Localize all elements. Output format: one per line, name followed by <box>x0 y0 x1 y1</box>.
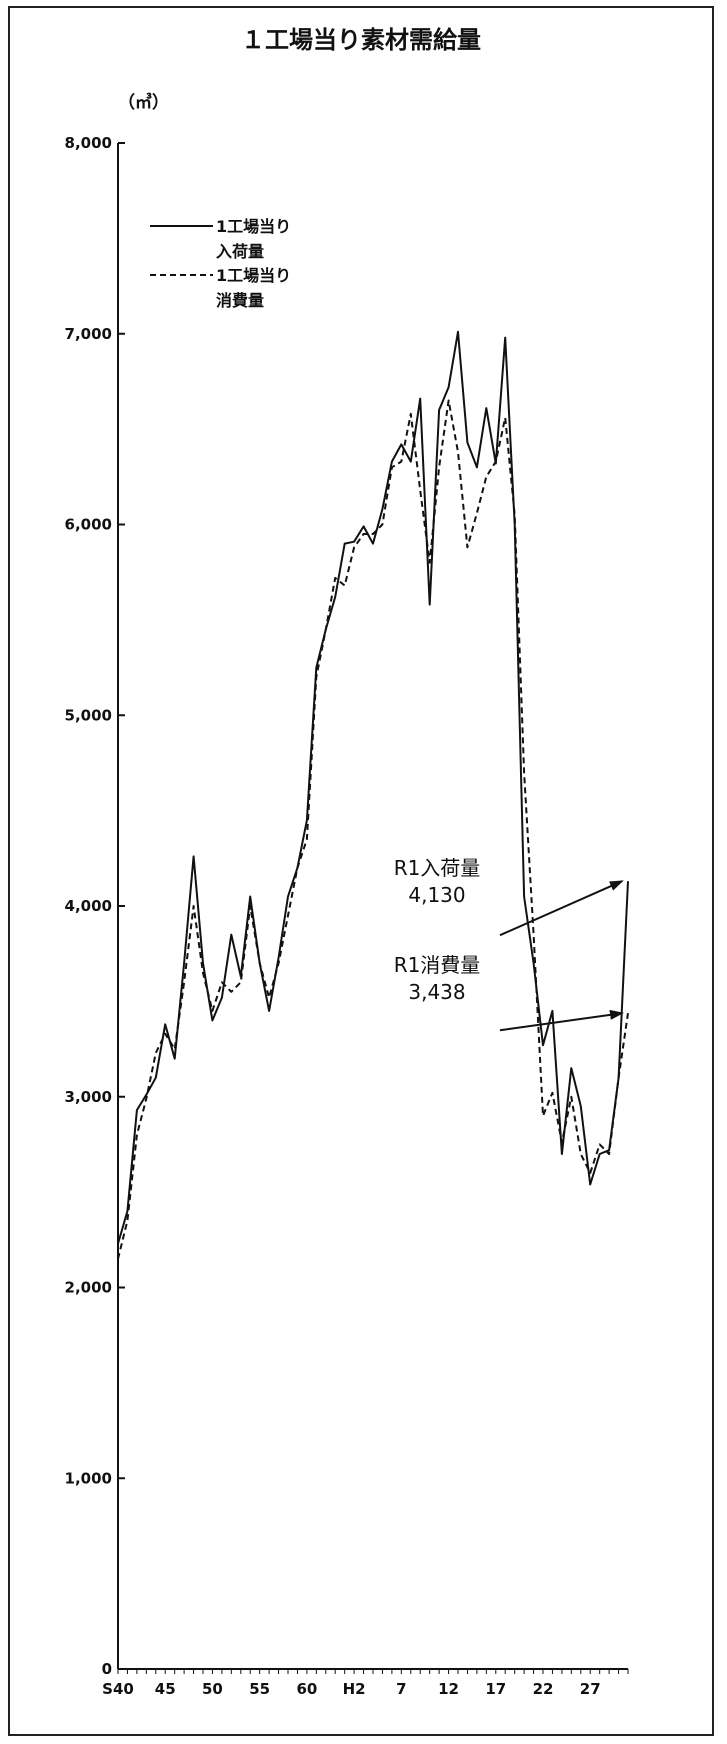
x-tick-label: S40 <box>102 1680 134 1698</box>
x-tick-label: 7 <box>396 1680 406 1698</box>
legend-label-consumption-line2: 消費量 <box>216 291 264 310</box>
x-tick-label: 55 <box>249 1680 270 1698</box>
y-tick-label: 4,000 <box>65 897 112 915</box>
annotation-inbound-label: R1入荷量 <box>394 856 481 880</box>
y-axis-unit: （㎥） <box>118 92 169 113</box>
annotation-inbound-value: 4,130 <box>408 883 465 907</box>
annotations: R1入荷量 4,130 R1消費量 3,438 <box>394 856 624 1032</box>
chart-title: １工場当り素材需給量 <box>241 26 481 54</box>
legend: 1工場当り 入荷量 1工場当り 消費量 <box>150 217 291 310</box>
x-tick-label: 27 <box>580 1680 601 1698</box>
line-chart: １工場当り素材需給量 （㎥） 0 1,000 2,000 3,000 4,000 5,00… <box>65 26 629 1698</box>
y-tick-label: 7,000 <box>65 325 112 343</box>
legend-label-inbound-line1: 1工場当り <box>216 217 291 236</box>
chart-frame: １工場当り素材需給量 （㎥） 0 1,000 2,000 3,000 4,000 5,00… <box>8 6 714 1736</box>
series-line-inbound <box>117 330 629 1244</box>
x-tick-label: 50 <box>202 1680 223 1698</box>
x-tick-label: H2 <box>343 1680 366 1698</box>
x-tick-label: 60 <box>296 1680 317 1698</box>
x-tick-label: 12 <box>438 1680 459 1698</box>
y-tick-label: 1,000 <box>65 1469 112 1487</box>
annotation-consumption-value: 3,438 <box>408 980 465 1004</box>
series-lines <box>117 330 629 1260</box>
annotation-consumption-arrow <box>499 1009 624 1032</box>
annotation-inbound-arrow <box>499 880 624 937</box>
legend-label-consumption-line1: 1工場当り <box>216 266 291 285</box>
y-tick-label: 5,000 <box>65 706 112 724</box>
series-line-consumption <box>117 399 629 1260</box>
x-tick-label: 45 <box>155 1680 176 1698</box>
y-tick-label: 6,000 <box>65 516 112 534</box>
x-axis-ticks: S40 45 50 55 60 H2 7 12 17 22 27 <box>102 1669 629 1698</box>
y-tick-label: 0 <box>102 1660 112 1678</box>
y-tick-label: 3,000 <box>65 1088 112 1106</box>
x-tick-label: 17 <box>485 1680 506 1698</box>
annotation-consumption-label: R1消費量 <box>394 953 481 977</box>
y-axis-ticks: 0 1,000 2,000 3,000 4,000 5,000 6,000 7,000 8,00… <box>65 134 125 1678</box>
y-tick-label: 8,000 <box>65 134 112 152</box>
x-tick-label: 22 <box>533 1680 554 1698</box>
legend-label-inbound-line2: 入荷量 <box>216 242 264 261</box>
y-tick-label: 2,000 <box>65 1279 112 1297</box>
